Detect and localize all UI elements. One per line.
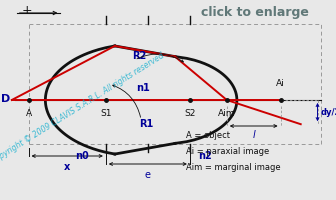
Text: +: + [22,3,32,17]
Text: Ai: Ai [276,79,285,88]
Text: x: x [64,162,70,172]
Text: dy/2: dy/2 [321,108,336,117]
Text: R1: R1 [139,119,153,129]
Text: Aim: Aim [218,109,236,118]
Text: Copyright © 2009 CLAVIS S.A.R.L. All rights reserved: Copyright © 2009 CLAVIS S.A.R.L. All rig… [0,50,166,166]
Text: Aim = marginal image: Aim = marginal image [186,164,281,172]
Text: A = object: A = object [186,132,230,140]
Text: click to enlarge: click to enlarge [201,6,309,19]
Text: S1: S1 [100,109,112,118]
Text: S2: S2 [184,109,196,118]
Text: D: D [1,94,10,104]
Text: n1: n1 [136,83,150,93]
Text: R2: R2 [132,51,146,61]
Text: n2: n2 [198,151,212,161]
Text: l: l [252,130,255,140]
Text: Ai = paraxial image: Ai = paraxial image [186,148,270,156]
Text: n0: n0 [76,151,89,161]
Text: A: A [26,109,32,118]
Text: e: e [145,170,151,180]
